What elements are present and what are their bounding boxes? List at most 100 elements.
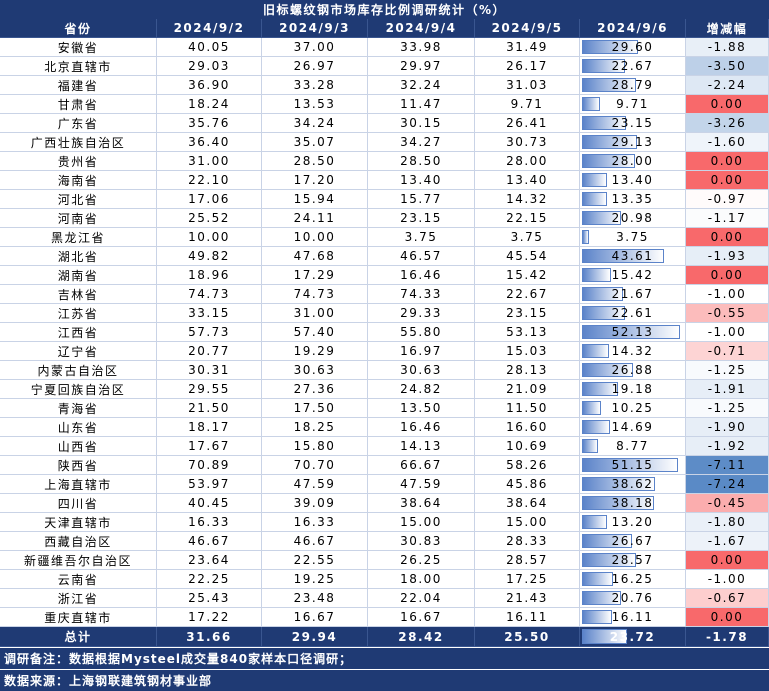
cell: 贵州省 (0, 152, 157, 171)
cell-text: -1.91 (707, 382, 747, 396)
cell-text: 0.00 (710, 230, 744, 244)
cell-text: 11.50 (506, 401, 548, 415)
cell: 18.00 (368, 570, 475, 589)
cell-text: 30.15 (400, 116, 442, 130)
cell: 总计 (0, 627, 157, 647)
cell: 10.00 (262, 228, 368, 247)
cell-text: 21.09 (506, 382, 548, 396)
cell: 37.00 (262, 38, 368, 57)
cell-text: 25.43 (188, 591, 230, 605)
cell: 增减幅 (686, 19, 769, 38)
cell-text: 32.24 (400, 78, 442, 92)
data-bar (582, 496, 654, 510)
cell: 湖北省 (0, 247, 157, 266)
row: 新疆维吾尔自治区 23.64 22.55 26.25 28.57 28.57 0.00 (0, 551, 769, 570)
cell-text: 8.77 (616, 439, 649, 453)
cell-text: 16.46 (400, 420, 442, 434)
cell: -1.88 (686, 38, 769, 57)
cell: 23.72 (580, 627, 686, 647)
cell: 0.00 (686, 266, 769, 285)
row: 河北省 17.06 15.94 15.77 14.32 13.35 -0.97 (0, 190, 769, 209)
cell: 13.20 (580, 513, 686, 532)
cell: 38.62 (580, 475, 686, 494)
cell-text: 28.50 (400, 154, 442, 168)
cell-text: 内蒙古自治区 (37, 363, 119, 378)
cell-text: 33.98 (400, 40, 442, 54)
cell: 32.24 (368, 76, 475, 95)
cell-text: 23.64 (188, 553, 230, 567)
cell-text: -3.26 (707, 116, 747, 130)
cell-text: 30.73 (506, 135, 548, 149)
cell-text: 16.25 (611, 572, 654, 586)
cell: 23.15 (368, 209, 475, 228)
cell-text: -1.25 (707, 363, 747, 377)
cell: 15.94 (262, 190, 368, 209)
cell-text: 28.57 (506, 553, 548, 567)
cell-text: 广西壮族自治区 (30, 135, 126, 150)
cell: -2.24 (686, 76, 769, 95)
cell-text: 38.64 (506, 496, 548, 510)
cell: 46.67 (262, 532, 368, 551)
cell: 23.15 (580, 114, 686, 133)
cell: 49.82 (157, 247, 262, 266)
cell-text: 53.13 (506, 325, 548, 339)
cell-text: 33.28 (293, 78, 336, 92)
cell-text: 22.61 (611, 306, 654, 320)
cell-text: -2.24 (707, 78, 747, 92)
cell: 2024/9/6 (580, 19, 686, 38)
row: 安徽省 40.05 37.00 33.98 31.49 29.60 -1.88 (0, 38, 769, 57)
cell-text: 河南省 (57, 211, 99, 226)
cell: 53.97 (157, 475, 262, 494)
cell-text: 22.10 (188, 173, 230, 187)
cell-text: 70.70 (293, 458, 336, 472)
cell-text: 28.50 (293, 154, 336, 168)
cell: 四川省 (0, 494, 157, 513)
cell: 15.42 (580, 266, 686, 285)
cell-text: 29.97 (400, 59, 442, 73)
cell-text: 0.00 (710, 97, 744, 111)
cell-text: 31.66 (186, 629, 232, 644)
cell: 3.75 (580, 228, 686, 247)
cell-text: 浙江省 (57, 591, 99, 606)
cell: 22.15 (475, 209, 580, 228)
cell-text: 黑龙江省 (50, 230, 105, 245)
data-bar (582, 477, 655, 491)
cell-text: 山东省 (57, 420, 99, 435)
row: 黑龙江省 10.00 10.00 3.75 3.75 3.75 0.00 (0, 228, 769, 247)
data-bar (582, 40, 638, 54)
cell-text: -7.24 (707, 477, 747, 491)
cell: 31.66 (157, 627, 262, 647)
cell: 15.42 (475, 266, 580, 285)
cell: 26.17 (475, 57, 580, 76)
cell-text: 吉林省 (57, 287, 99, 302)
cell: 38.18 (580, 494, 686, 513)
cell-text: 14.32 (611, 344, 654, 358)
data-bar (582, 572, 613, 586)
cell: 39.09 (262, 494, 368, 513)
cell: 25.52 (157, 209, 262, 228)
cell: 20.98 (580, 209, 686, 228)
data-bar (582, 515, 607, 529)
data-bar (582, 325, 680, 339)
cell-text: 2024/9/4 (385, 21, 457, 35)
data-bar (582, 78, 637, 92)
cell-text: 45.54 (506, 249, 548, 263)
cell: -1.25 (686, 399, 769, 418)
cell-text: 云南省 (57, 572, 99, 587)
cell: 22.04 (368, 589, 475, 608)
cell-text: 30.63 (293, 363, 336, 377)
cell: 19.18 (580, 380, 686, 399)
row: 总计 31.66 29.94 28.42 25.50 23.72 -1.78 (0, 627, 769, 647)
cell-text: 23.72 (609, 629, 656, 644)
cell-text: -0.97 (707, 192, 747, 206)
data-bar (582, 135, 637, 149)
cell-text: -1.67 (707, 534, 747, 548)
row: 山西省 17.67 15.80 14.13 10.69 8.77 -1.92 (0, 437, 769, 456)
cell: 24.82 (368, 380, 475, 399)
data-bar (582, 306, 625, 320)
cell-text: 16.46 (400, 268, 442, 282)
cell-text: 0.00 (710, 553, 744, 567)
cell: 28.13 (475, 361, 580, 380)
cell: 湖南省 (0, 266, 157, 285)
cell: 28.57 (580, 551, 686, 570)
